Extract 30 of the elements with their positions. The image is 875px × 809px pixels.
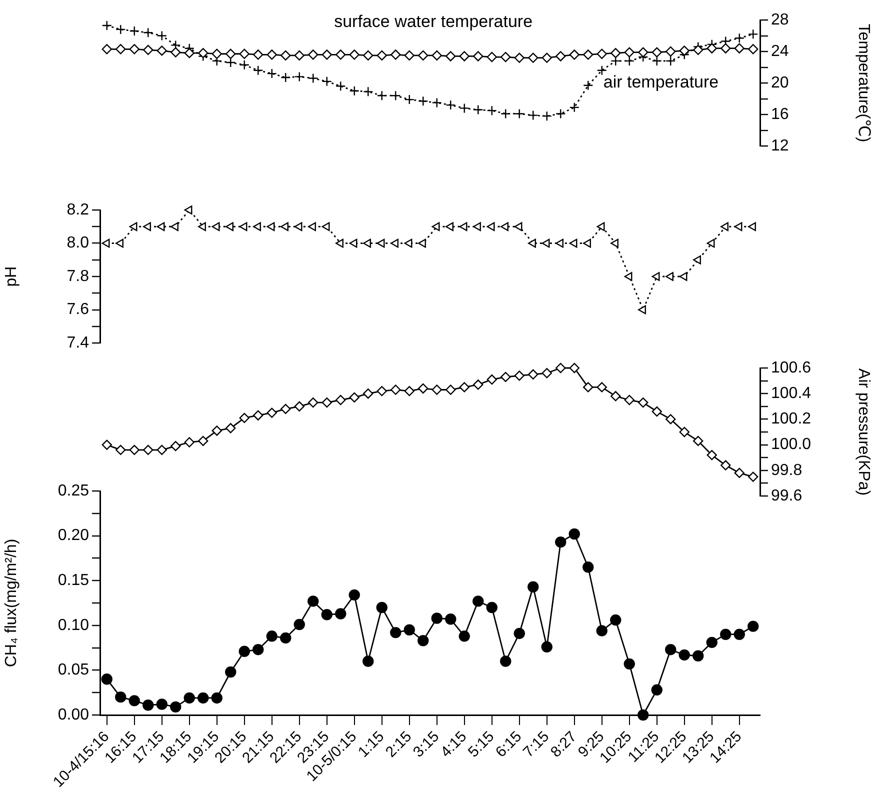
y-tick-label: 7.8 — [66, 268, 90, 285]
y-tick-label: 7.6 — [66, 301, 90, 318]
y-axis-title: CH₄ flux(mg/m²/h) — [3, 538, 20, 668]
y-tick-label: 8.0 — [66, 234, 90, 252]
series-label: surface water temperature — [334, 12, 533, 32]
y-tick-label: 100.2 — [771, 410, 812, 428]
y-tick-label: 16 — [771, 106, 789, 123]
series-label: air temperature — [603, 72, 719, 92]
x-tick-label: 5:15 — [464, 728, 498, 761]
y-tick-label: 100.4 — [771, 385, 812, 402]
y-axis-title: Air pressure(KPa) — [854, 368, 872, 496]
y-tick-label: 99.6 — [771, 487, 802, 504]
y-tick-label: 99.8 — [771, 462, 802, 479]
y-tick-label: 0.15 — [58, 572, 90, 590]
y-tick-label: 8.2 — [66, 201, 90, 218]
y-tick-label: 100.6 — [771, 359, 812, 376]
y-tick-label: 0.10 — [58, 616, 90, 634]
y-tick-label: 7.4 — [66, 334, 90, 352]
y-tick-label: 12 — [771, 137, 789, 154]
y-tick-label: 0.25 — [58, 482, 90, 500]
y-tick-label: 24 — [771, 42, 789, 60]
x-tick-label: 3:15 — [410, 728, 443, 761]
y-axis-title: Temperature(℃) — [854, 24, 872, 142]
y-tick-label: 0.00 — [58, 706, 90, 724]
y-tick-label: 0.20 — [58, 527, 90, 544]
y-tick-label: 100.0 — [771, 436, 812, 454]
y-tick-label: 20 — [771, 74, 789, 92]
y-tick-label: 0.05 — [58, 662, 90, 679]
y-axis-title: pH — [3, 266, 20, 287]
y-tick-label: 28 — [771, 11, 789, 28]
